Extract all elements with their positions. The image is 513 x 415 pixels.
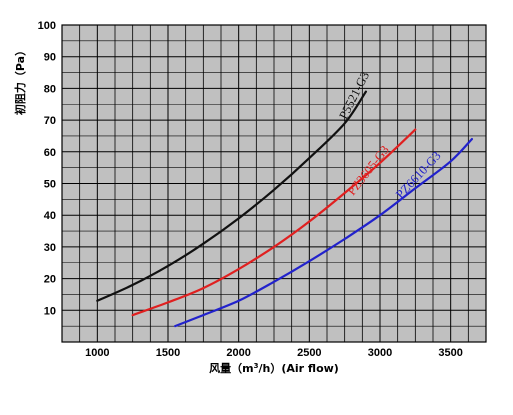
y-tick-label: 60 [44,147,56,159]
x-tick-label: 1500 [156,347,180,359]
y-tick-label: 40 [44,210,56,222]
x-axis-title: 风量（m3/h）(Air flow) [209,361,339,375]
series-line-pz6610-g3 [174,138,473,328]
y-tick-label: 30 [44,242,56,254]
x-tick-label: 1000 [85,347,109,359]
series-line-p5521-g3 [96,90,367,302]
x-tick-label: 2500 [297,347,321,359]
y-tick-label: 70 [44,115,56,127]
y-tick-label: 50 [44,179,56,191]
y-tick-labels: 10 20 30 40 50 60 70 80 90 100 [38,20,56,317]
y-tick-label: 20 [44,274,56,286]
series-line-pz3605-g3 [131,128,417,317]
x-tick-label: 3500 [438,347,462,359]
y-axis-title: 初阻力（Pa） [13,45,27,115]
y-tick-label: 10 [44,305,56,317]
grid-lines [62,25,486,342]
y-tick-label: 90 [44,52,56,64]
y-tick-label: 100 [38,20,56,32]
x-tick-labels: 1000 1500 2000 2500 3000 3500 [85,347,463,359]
x-tick-label: 3000 [368,347,392,359]
x-tick-label: 2000 [226,347,250,359]
y-tick-label: 80 [44,83,56,95]
series-lines [96,90,473,328]
